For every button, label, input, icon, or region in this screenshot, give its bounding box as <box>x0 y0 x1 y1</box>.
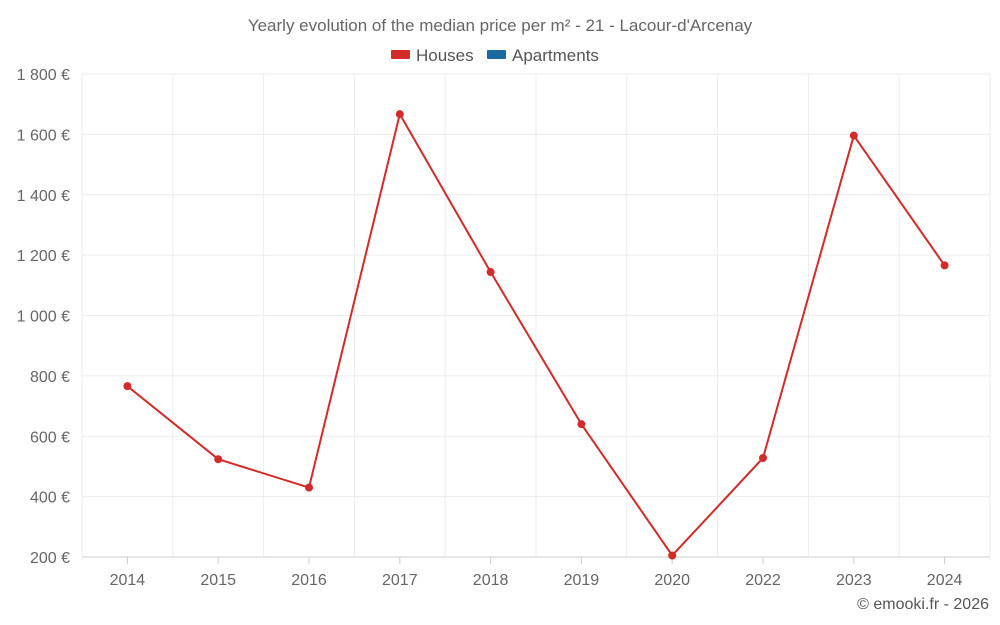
credit-text: © emooki.fr - 2026 <box>857 596 989 613</box>
x-tick-label: 2020 <box>654 572 690 589</box>
data-point-houses[interactable] <box>214 455 223 464</box>
y-tick-label: 200 € <box>30 550 70 567</box>
legend-swatch-houses <box>391 50 410 59</box>
legend-item-houses[interactable]: Houses <box>391 46 474 65</box>
gridlines <box>81 73 991 558</box>
data-point-houses[interactable] <box>577 420 586 429</box>
x-tick-label: 2014 <box>110 572 146 589</box>
data-point-houses[interactable] <box>123 382 132 391</box>
series-line-houses <box>126 113 946 557</box>
x-tick-label: 2016 <box>291 572 327 589</box>
x-axis: 2014 2015 2016 2017 2018 2019 2020 2022 2023 2024 <box>110 557 963 589</box>
x-tick-label: 2024 <box>927 572 963 589</box>
y-tick-label: 1 600 € <box>17 127 70 144</box>
data-point-houses[interactable] <box>305 483 313 492</box>
x-tick-label: 2022 <box>745 572 781 589</box>
y-axis: 200 € 400 € 600 € 800 € 1 000 € 1 200 € 1 400 … <box>17 67 70 567</box>
legend: Houses Apartments <box>391 46 599 65</box>
y-tick-label: 1 200 € <box>17 248 70 265</box>
x-tick-label: 2023 <box>836 572 872 589</box>
series-houses <box>123 110 949 560</box>
data-point-houses[interactable] <box>940 261 949 270</box>
legend-label-houses: Houses <box>416 46 474 65</box>
data-point-houses[interactable] <box>849 131 858 140</box>
x-tick-label: 2015 <box>200 572 236 589</box>
x-tick-label: 2017 <box>382 572 418 589</box>
y-tick-label: 1 000 € <box>17 309 70 326</box>
y-tick-label: 1 800 € <box>17 67 70 84</box>
data-point-houses[interactable] <box>486 268 495 277</box>
data-point-houses[interactable] <box>395 110 404 119</box>
x-tick-label: 2019 <box>564 572 600 589</box>
y-tick-label: 400 € <box>30 490 70 507</box>
legend-swatch-apartments <box>487 50 506 59</box>
y-tick-label: 600 € <box>30 429 70 446</box>
chart-title: Yearly evolution of the median price per… <box>248 16 753 35</box>
legend-item-apartments[interactable]: Apartments <box>487 46 599 65</box>
legend-label-apartments: Apartments <box>512 46 599 65</box>
y-tick-label: 1 400 € <box>17 188 70 205</box>
data-point-houses[interactable] <box>759 453 767 462</box>
y-tick-label: 800 € <box>30 369 70 386</box>
x-tick-label: 2018 <box>473 572 509 589</box>
data-point-houses[interactable] <box>668 551 677 560</box>
